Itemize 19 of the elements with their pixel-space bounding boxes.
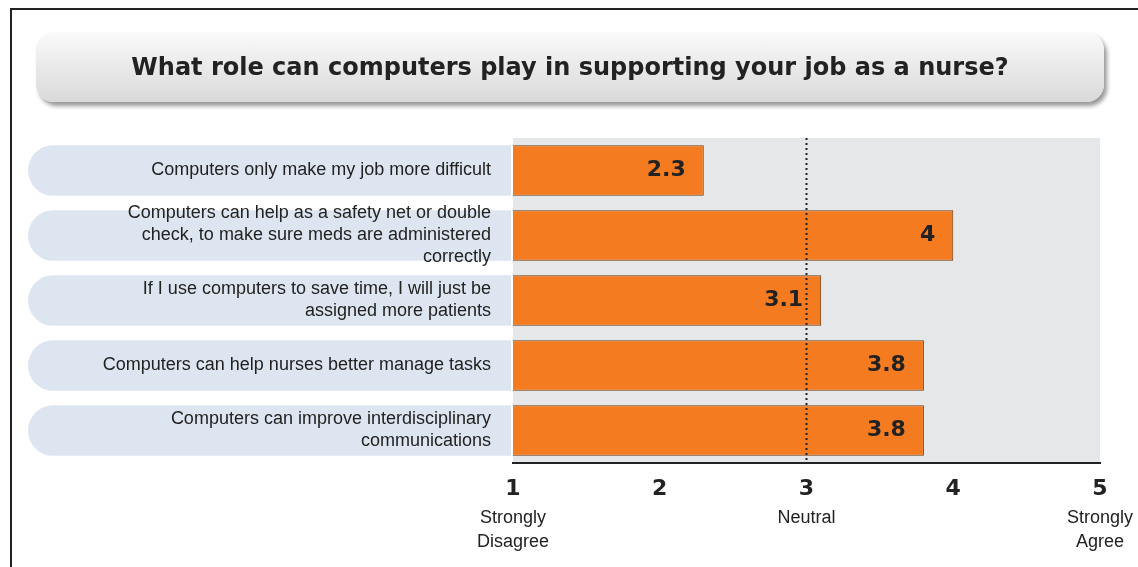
chart-title: What role can computers play in supporting your job as a nurse? [36, 32, 1104, 102]
y-tick-label: If I use computers to save time, I will just be assigned more patients [142, 278, 491, 321]
data-label: 4 [919, 221, 936, 247]
y-tick-label: Computers can help as a safety net or double check, to make sure meds are administered correctly [127, 202, 491, 267]
text: Strongly Disagree [476, 506, 550, 551]
data-label: 3.8 [866, 416, 906, 442]
x-tick-label: 5 [1092, 474, 1108, 500]
x-tick-label: 3 [798, 474, 815, 500]
ref-line-label: Neutral [777, 506, 836, 527]
text: Strongly Agree [1066, 506, 1134, 551]
data-label: 2.3 [646, 156, 686, 182]
y-tick-label: Computers can help nurses better manage tasks [102, 354, 491, 375]
x-tick-label: 2 [652, 474, 668, 500]
y-tick-label: Computers can improve interdisciplinary communications [170, 408, 491, 451]
x-tick-label: 4 [945, 474, 961, 500]
x-tick-label: 1 [505, 474, 521, 500]
data-label: 3.1 [764, 286, 804, 312]
y-tick-label: Computers only make my job more difficult [151, 159, 491, 180]
data-label: 3.8 [866, 351, 906, 377]
